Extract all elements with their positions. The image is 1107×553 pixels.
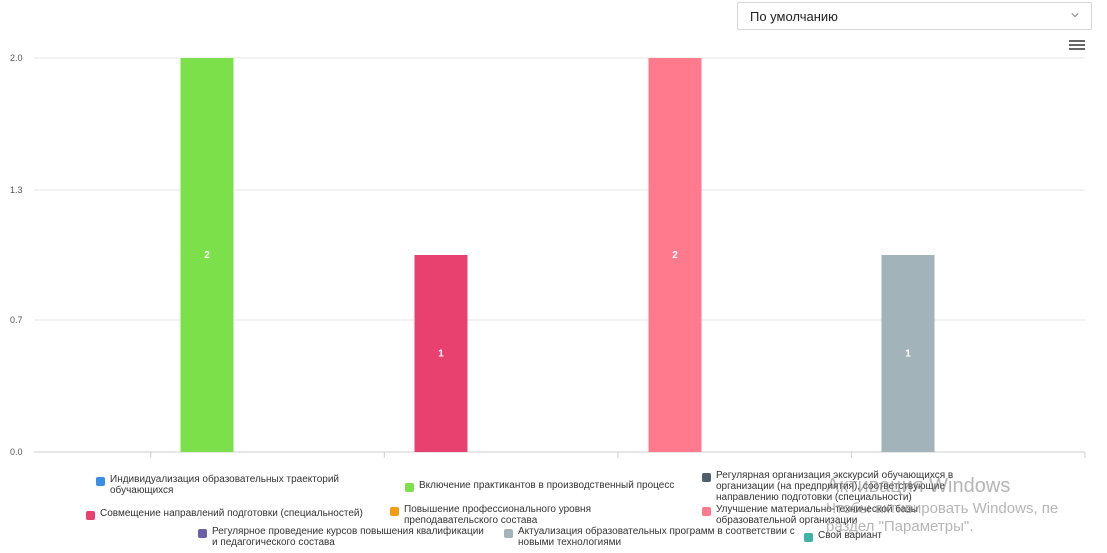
legend-label: Индивидуализация образовательных траекто… (110, 474, 340, 496)
legend-item[interactable]: Совмещение направлений подготовки (специ… (86, 508, 363, 520)
legend-label: Регулярная организация экскурсий обучающ… (716, 470, 954, 503)
bar-chart: 0.0 0.7 1.3 2.0 2 1 2 1 (10, 53, 1086, 458)
legend-swatch (405, 483, 414, 492)
y-tick-label: 2.0 (10, 53, 23, 63)
bar-data-label: 1 (438, 349, 444, 360)
bar-data-label: 2 (672, 250, 678, 261)
bar (881, 255, 935, 452)
legend-swatch (96, 477, 105, 486)
hamburger-menu-icon[interactable] (1069, 40, 1085, 52)
legend-label: Свой вариант (818, 530, 882, 541)
y-tick-label: 1.3 (10, 185, 23, 195)
y-tick-label: 0.0 (10, 447, 23, 457)
sort-dropdown[interactable]: По умолчанию (737, 2, 1092, 30)
legend-label: Улучшение материально-технической базы о… (716, 504, 918, 526)
bar-data-label: 2 (204, 250, 210, 261)
sort-dropdown-value: По умолчанию (750, 9, 838, 24)
bar-data-label: 1 (905, 349, 911, 360)
legend-swatch (702, 507, 711, 516)
legend-item[interactable]: Улучшение материально-технической базы о… (702, 504, 996, 526)
legend-swatch (86, 511, 95, 520)
legend-label: Совмещение направлений подготовки (специ… (100, 508, 363, 519)
legend-item[interactable]: Регулярная организация экскурсий обучающ… (702, 470, 996, 503)
bar (648, 58, 702, 452)
legend-swatch (198, 529, 207, 538)
legend-label: Включение практикантов в производственны… (419, 480, 675, 491)
legend-item[interactable]: Регулярное проведение курсов повышения к… (198, 526, 492, 548)
legend-swatch (504, 529, 513, 538)
legend-item[interactable]: Включение практикантов в производственны… (405, 480, 674, 492)
y-tick-label: 0.7 (10, 315, 23, 325)
legend-label: Актуализация образовательных программ в … (518, 526, 795, 548)
legend-swatch (804, 533, 813, 542)
bar (180, 58, 234, 452)
legend-label: Регулярное проведение курсов повышения к… (212, 526, 484, 548)
bar (414, 255, 468, 452)
legend-item[interactable]: Повышение профессионального уровня препо… (390, 504, 684, 526)
legend-item[interactable]: Актуализация образовательных программ в … (504, 526, 798, 548)
legend-item[interactable]: Индивидуализация образовательных траекто… (96, 474, 390, 496)
legend-swatch (390, 507, 399, 516)
legend-label: Повышение профессионального уровня препо… (404, 504, 591, 526)
chevron-down-icon (1071, 13, 1079, 18)
legend-swatch (702, 473, 711, 482)
legend-item[interactable]: Свой вариант (804, 530, 882, 542)
